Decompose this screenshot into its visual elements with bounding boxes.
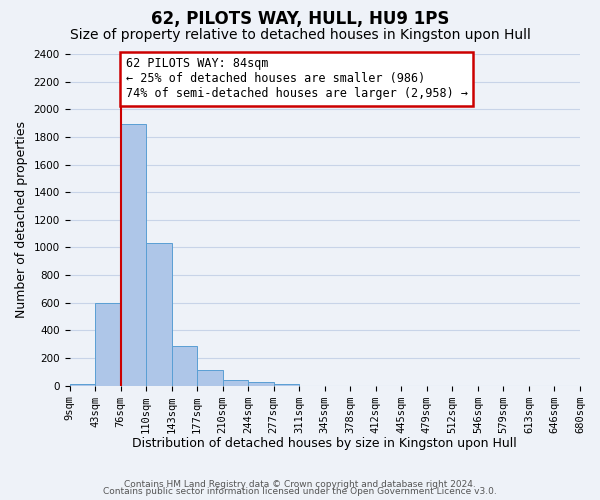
Bar (121, 124, 146, 386)
Text: Contains public sector information licensed under the Open Government Licence v3: Contains public sector information licen… (103, 488, 497, 496)
Text: 62, PILOTS WAY, HULL, HU9 1PS: 62, PILOTS WAY, HULL, HU9 1PS (151, 10, 449, 28)
Bar (197, 370, 223, 386)
Bar (95, 302, 121, 386)
Bar (146, 244, 172, 386)
Bar (248, 382, 274, 386)
Text: 62 PILOTS WAY: 84sqm
← 25% of detached houses are smaller (986)
74% of semi-deta: 62 PILOTS WAY: 84sqm ← 25% of detached h… (125, 58, 467, 100)
X-axis label: Distribution of detached houses by size in Kingston upon Hull: Distribution of detached houses by size … (133, 437, 517, 450)
Bar (172, 346, 197, 386)
Bar (274, 384, 299, 386)
Y-axis label: Number of detached properties: Number of detached properties (15, 122, 28, 318)
Bar (223, 380, 248, 386)
Text: Size of property relative to detached houses in Kingston upon Hull: Size of property relative to detached ho… (70, 28, 530, 42)
Bar (70, 384, 95, 386)
Text: Contains HM Land Registry data © Crown copyright and database right 2024.: Contains HM Land Registry data © Crown c… (124, 480, 476, 489)
